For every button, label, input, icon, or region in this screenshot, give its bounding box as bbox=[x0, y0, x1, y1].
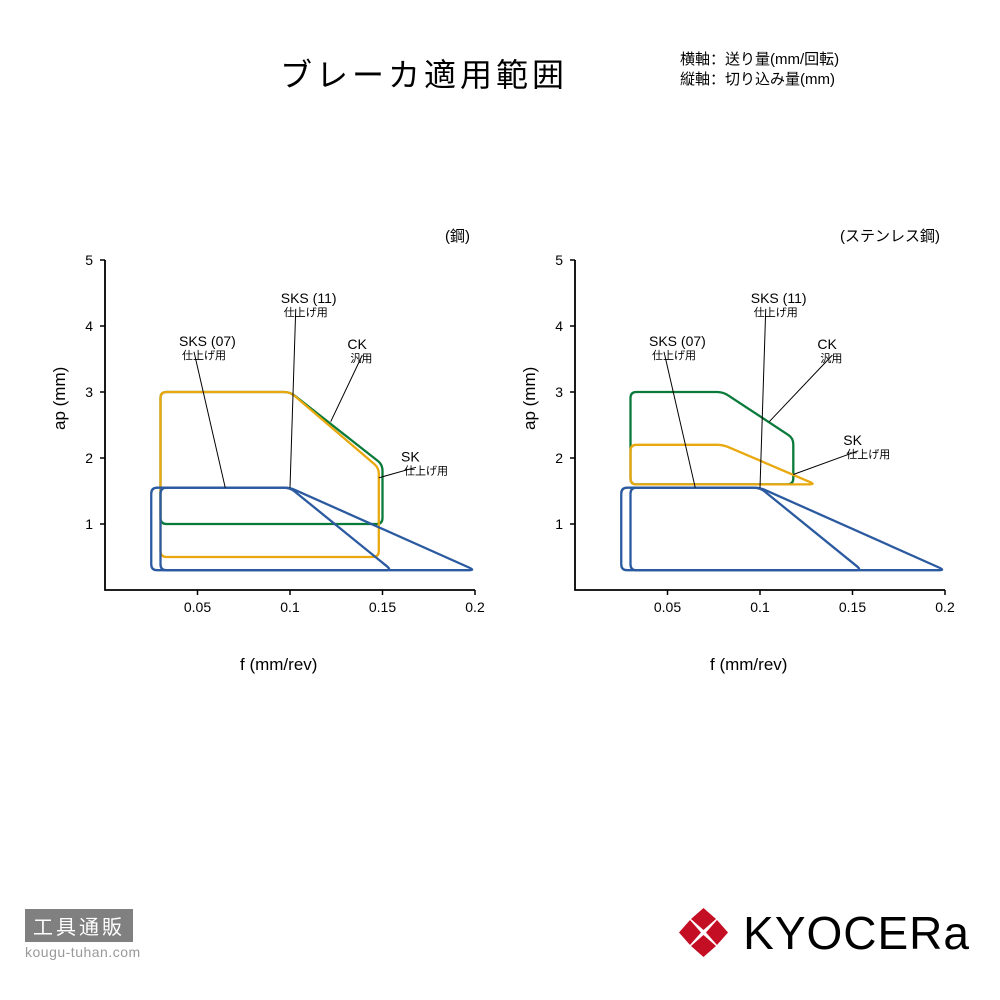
chart-plot: 123450.050.10.150.2SKS (11)仕上げ用SKS (07)仕… bbox=[510, 250, 960, 650]
watermark-badge: 工具通販 bbox=[25, 909, 133, 942]
kyocera-logo-text: KYOCERa bbox=[743, 906, 970, 960]
svg-text:SKS (11): SKS (11) bbox=[281, 290, 337, 306]
svg-text:3: 3 bbox=[555, 384, 563, 400]
chart-0: (鋼)ap (mm)f (mm/rev)123450.050.10.150.2S… bbox=[40, 250, 490, 680]
svg-text:0.2: 0.2 bbox=[935, 599, 955, 615]
axis-legend-y: 縦軸：切り込み量(mm) bbox=[680, 70, 839, 90]
chart-plot: 123450.050.10.150.2SKS (11)仕上げ用SKS (07)仕… bbox=[40, 250, 490, 650]
svg-text:2: 2 bbox=[555, 450, 563, 466]
svg-text:2: 2 bbox=[85, 450, 93, 466]
svg-text:3: 3 bbox=[85, 384, 93, 400]
svg-text:SK: SK bbox=[401, 448, 420, 464]
svg-text:SK: SK bbox=[843, 432, 862, 448]
svg-text:4: 4 bbox=[85, 318, 93, 334]
svg-text:4: 4 bbox=[555, 318, 563, 334]
chart-title: (ステンレス鋼) bbox=[840, 225, 940, 246]
svg-text:5: 5 bbox=[555, 252, 563, 268]
svg-text:SKS (07): SKS (07) bbox=[179, 333, 236, 349]
axis-legend: 横軸：送り量(mm/回転) 縦軸：切り込み量(mm) bbox=[680, 50, 839, 89]
footer: 工具通販 kougu-tuhan.com KYOCERa bbox=[25, 905, 970, 960]
chart-title: (鋼) bbox=[445, 225, 470, 246]
svg-text:1: 1 bbox=[555, 516, 563, 532]
x-axis-label: f (mm/rev) bbox=[240, 655, 317, 675]
svg-text:0.15: 0.15 bbox=[839, 599, 866, 615]
svg-text:0.05: 0.05 bbox=[654, 599, 681, 615]
svg-text:0.1: 0.1 bbox=[750, 599, 770, 615]
kyocera-logo: KYOCERa bbox=[676, 905, 970, 960]
svg-text:仕上げ用: 仕上げ用 bbox=[754, 306, 798, 319]
region-SKS11 bbox=[631, 488, 943, 571]
svg-text:1: 1 bbox=[85, 516, 93, 532]
region-CK bbox=[631, 392, 794, 484]
x-axis-label: f (mm/rev) bbox=[710, 655, 787, 675]
svg-text:仕上げ用: 仕上げ用 bbox=[284, 306, 328, 319]
charts-row: (鋼)ap (mm)f (mm/rev)123450.050.10.150.2S… bbox=[40, 250, 960, 680]
svg-text:仕上げ用: 仕上げ用 bbox=[846, 448, 890, 461]
svg-text:汎用: 汎用 bbox=[350, 351, 372, 365]
region-CK bbox=[161, 392, 383, 524]
svg-text:仕上げ用: 仕上げ用 bbox=[404, 464, 448, 477]
svg-text:SKS (11): SKS (11) bbox=[751, 290, 807, 306]
svg-text:仕上げ用: 仕上げ用 bbox=[182, 349, 226, 362]
svg-text:5: 5 bbox=[85, 252, 93, 268]
svg-text:CK: CK bbox=[817, 336, 837, 352]
watermark: 工具通販 kougu-tuhan.com bbox=[25, 909, 141, 960]
svg-text:0.05: 0.05 bbox=[184, 599, 211, 615]
page-title: ブレーカ適用範囲 bbox=[280, 50, 568, 96]
region-SK bbox=[631, 445, 813, 485]
svg-text:SKS (07): SKS (07) bbox=[649, 333, 706, 349]
axis-legend-x: 横軸：送り量(mm/回転) bbox=[680, 50, 839, 70]
chart-1: (ステンレス鋼)ap (mm)f (mm/rev)123450.050.10.1… bbox=[510, 250, 960, 680]
kyocera-logo-mark-icon bbox=[676, 905, 731, 960]
svg-text:0.1: 0.1 bbox=[280, 599, 300, 615]
region-SKS07 bbox=[621, 488, 859, 571]
svg-text:0.15: 0.15 bbox=[369, 599, 396, 615]
svg-text:汎用: 汎用 bbox=[820, 351, 842, 365]
watermark-url: kougu-tuhan.com bbox=[25, 944, 141, 960]
svg-text:CK: CK bbox=[347, 336, 367, 352]
svg-text:0.2: 0.2 bbox=[465, 599, 485, 615]
svg-text:仕上げ用: 仕上げ用 bbox=[652, 349, 696, 362]
